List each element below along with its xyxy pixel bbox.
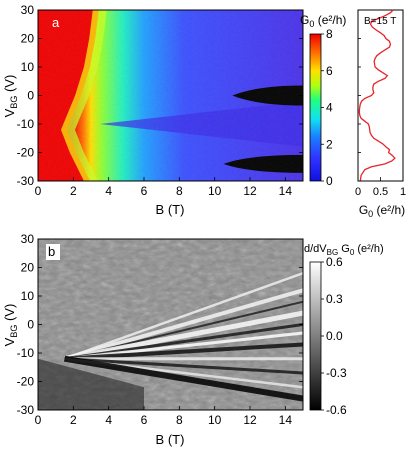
panel-b-colorbar-tick-label: 0.6 <box>326 255 343 269</box>
panel-b-fan-lines <box>38 272 303 410</box>
panel-b-colorbar-tick-label: -0.6 <box>326 403 347 417</box>
panel-b-ytick-label: 10 <box>21 289 35 303</box>
panel-a-ytick-label: 10 <box>21 60 35 74</box>
panel-b-colorbar-ticks: 0.6 0.3 0.0 -0.3 -0.6 <box>321 255 347 417</box>
panel-b-ytick-label: -20 <box>17 375 35 389</box>
panel-a-xtick-label: 4 <box>105 184 112 198</box>
panel-b-fan-line <box>64 355 303 402</box>
linecut-x-ticks: 0 0.5 1 <box>355 177 406 198</box>
panel-a-colorbar-tick-label: 8 <box>326 27 333 41</box>
panel-b-ytick-label: -30 <box>17 403 35 417</box>
panel-a-ytick-label: -10 <box>17 117 35 131</box>
panel-b-ytick-label: 0 <box>27 318 34 332</box>
panel-b-fan-line <box>64 272 303 360</box>
panel-b-fan-line <box>64 310 303 362</box>
panel-a-y-ticks: -30 -20 -10 0 10 20 30 <box>17 3 303 188</box>
panel-a-heatmap <box>38 10 303 181</box>
linecut-xlabel: G0 (e²/h) <box>359 203 405 219</box>
linecut-series <box>358 9 396 182</box>
linecut-xtick-label: 0.5 <box>373 186 388 198</box>
panel-b-xtick-label: 6 <box>141 413 148 427</box>
panel-b-ytick-label: -10 <box>17 346 35 360</box>
panel-a-colorbar <box>309 33 322 182</box>
panel-b-ytick-label: 20 <box>21 261 35 275</box>
panel-a-ylabel: VBG (V) <box>2 75 19 118</box>
panel-a-label: a <box>52 15 60 30</box>
panel-a-xtick-label: 10 <box>208 184 222 198</box>
panel-a-xtick-label: 14 <box>279 184 293 198</box>
panel-a-x-ticks: 0 2 4 6 8 10 12 14 <box>35 177 293 198</box>
panel-a-colorbar-tick-label: 6 <box>326 64 333 78</box>
panel-a-xtick-label: 8 <box>176 184 183 198</box>
panel-a-ytick-label: -30 <box>17 174 35 188</box>
panel-b-dark-region <box>38 358 144 410</box>
linecut-xtick-label: 1 <box>400 186 406 198</box>
panel-b-colorbar <box>309 261 322 411</box>
panel-b-fan-line <box>63 288 303 361</box>
panel-b-x-ticks: 0 2 4 6 8 10 12 14 <box>35 406 293 427</box>
panel-b-ytick-label: 30 <box>21 232 35 246</box>
panel-a-texture <box>38 10 303 181</box>
panel-b-xtick-label: 10 <box>208 413 222 427</box>
linecut-y-ticks <box>358 9 361 182</box>
panel-b-label-box <box>46 244 60 260</box>
panel-b-ylabel: VBG (V) <box>2 304 19 347</box>
panel-b-label: b <box>48 244 55 259</box>
panel-a-xtick-label: 2 <box>70 184 77 198</box>
panel-a-xlabel: B (T) <box>156 202 185 217</box>
panel-a-colorbar-ticks: 0 2 4 6 8 <box>321 27 333 188</box>
linecut-frame <box>357 9 404 182</box>
panel-a-ytick-label: 20 <box>21 32 35 46</box>
panel-b-xtick-label: 8 <box>176 413 183 427</box>
panel-b-xlabel: B (T) <box>156 432 185 447</box>
panel-b-xtick-label: 4 <box>105 413 112 427</box>
panel-a-xtick-label: 6 <box>141 184 148 198</box>
panel-a-ytick-label: -20 <box>17 146 35 160</box>
panel-a-ytick-label: 0 <box>27 89 34 103</box>
panel-b-colorbar-tick-label: -0.3 <box>326 366 347 380</box>
panel-b-xtick-label: 12 <box>243 413 257 427</box>
panel-b-colorbar-label: d/dVBG G0 (e²/h) <box>304 243 384 257</box>
panel-a-colorbar-tick-label: 4 <box>326 101 333 115</box>
panel-a-xtick-label: 12 <box>243 184 257 198</box>
panel-a-colorbar-tick-label: 0 <box>326 174 333 188</box>
panel-b-fan-line <box>64 342 303 361</box>
panel-b-xtick-label: 0 <box>35 413 42 427</box>
panel-b-colorbar-tick-label: 0.3 <box>326 292 343 306</box>
panel-b-y-ticks: -30 -20 -10 0 10 20 30 <box>17 232 303 417</box>
linecut-annotation: B=15 T <box>364 16 396 27</box>
panel-b-heatmap <box>38 239 303 410</box>
linecut-xtick-label: 0 <box>355 186 361 198</box>
panel-b-fan-line <box>64 357 303 375</box>
panel-b-colorbar-tick-label: 0.0 <box>326 329 343 343</box>
panel-b-xtick-label: 2 <box>70 413 77 427</box>
panel-a-ytick-label: 30 <box>21 3 35 17</box>
panel-a-colorbar-tick-label: 2 <box>326 137 333 151</box>
panel-a-colorbar-label: G0 (e²/h) <box>300 13 346 29</box>
panel-a-xtick-label: 0 <box>35 184 42 198</box>
panel-b-xtick-label: 14 <box>279 413 293 427</box>
